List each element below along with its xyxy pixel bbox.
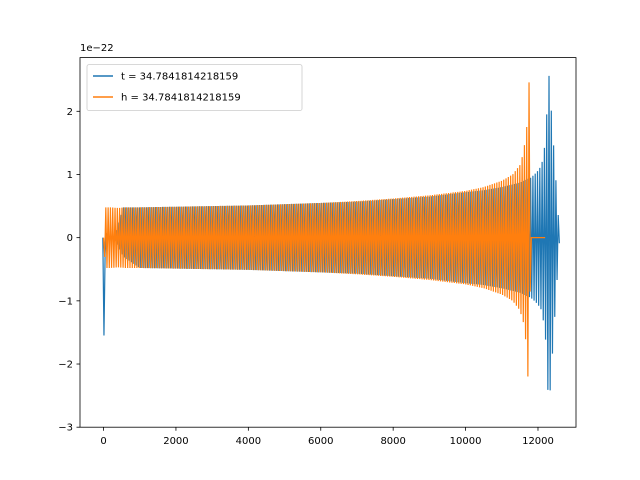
- legend: t = 34.7841814218159 h = 34.784181421815…: [86, 64, 303, 111]
- y-tick-label: 1: [67, 170, 73, 181]
- series-line-1: [102, 82, 546, 377]
- y-offset-text: 1e−22: [80, 43, 114, 54]
- y-tick-label: 2: [67, 107, 73, 118]
- y-tick-label: −3: [58, 423, 73, 434]
- x-tick-label: 4000: [236, 436, 261, 447]
- x-tick-label: 2000: [163, 436, 188, 447]
- x-tick-label: 8000: [380, 436, 405, 447]
- series-layer: [102, 75, 560, 391]
- y-axis: −3 −2 −1 0 1 2: [58, 107, 80, 434]
- y-tick-label: −1: [58, 296, 73, 307]
- legend-label-h: h = 34.7841814218159: [121, 93, 241, 104]
- y-tick-label: 0: [67, 233, 73, 244]
- axes-frame: [79, 57, 577, 428]
- y-tick-label: −2: [58, 360, 73, 371]
- x-tick-label: 12000: [522, 436, 554, 447]
- legend-label-t: t = 34.7841814218159: [121, 72, 238, 83]
- x-tick-label: 10000: [450, 436, 482, 447]
- x-axis: 0 2000 4000 6000 8000 10000 12000: [100, 427, 554, 447]
- x-tick-label: 6000: [308, 436, 333, 447]
- legend-frame: [86, 64, 303, 111]
- x-tick-label: 0: [100, 436, 106, 447]
